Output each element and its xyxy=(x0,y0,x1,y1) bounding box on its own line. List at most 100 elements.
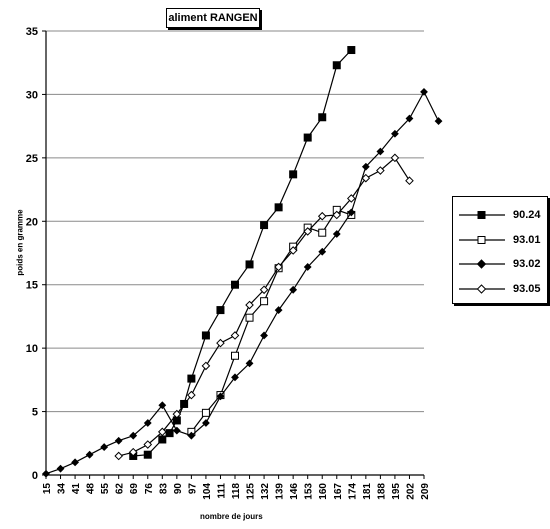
y-tick-label: 0 xyxy=(32,470,38,482)
legend-item-3: 93.05 xyxy=(459,277,547,302)
data-point xyxy=(231,373,239,382)
data-point xyxy=(347,208,356,217)
data-point xyxy=(260,331,268,340)
x-tick-label: 111 xyxy=(216,483,227,499)
data-point xyxy=(42,469,50,478)
x-tick-label: 15 xyxy=(42,483,53,495)
data-point xyxy=(201,361,211,371)
data-point xyxy=(158,435,167,444)
data-point xyxy=(129,431,138,440)
y-tick-label: 35 xyxy=(26,26,38,38)
x-tick-label: 174 xyxy=(347,483,358,500)
data-point xyxy=(260,297,269,306)
x-tick-label: 62 xyxy=(115,483,126,495)
data-point xyxy=(158,401,167,410)
data-point xyxy=(245,359,254,368)
y-tick-label: 15 xyxy=(26,280,38,292)
data-point xyxy=(187,431,196,440)
data-point xyxy=(405,114,414,123)
data-point xyxy=(274,203,283,212)
data-point xyxy=(361,162,370,171)
data-point xyxy=(361,173,371,183)
data-point xyxy=(187,374,196,383)
y-tick-label: 30 xyxy=(26,89,38,101)
data-point xyxy=(318,228,327,237)
data-point xyxy=(231,351,239,360)
x-tick-label: 83 xyxy=(158,483,169,495)
data-point xyxy=(71,458,79,467)
series-93.02 xyxy=(42,87,443,478)
data-point xyxy=(165,429,174,438)
series-93.01 xyxy=(187,205,356,436)
legend-label-1: 93.01 xyxy=(513,233,541,246)
series-line xyxy=(45,90,440,475)
legend-item-1: 93.01 xyxy=(459,228,547,253)
series-layer xyxy=(42,46,443,478)
data-point xyxy=(288,246,298,255)
legend-swatch-filled-square-icon xyxy=(459,211,505,220)
data-point xyxy=(172,426,181,435)
legend-label-3: 93.05 xyxy=(513,282,541,295)
data-point xyxy=(216,338,225,348)
data-point xyxy=(391,129,399,138)
data-point xyxy=(143,419,152,427)
x-tick-label: 153 xyxy=(304,483,315,500)
legend-item-0: 90.24 xyxy=(459,203,547,228)
data-point xyxy=(85,450,94,459)
x-tick-label: 195 xyxy=(391,483,402,500)
y-tick-label: 10 xyxy=(26,343,38,355)
data-point xyxy=(420,87,428,96)
data-point xyxy=(114,436,123,445)
data-point xyxy=(245,260,254,269)
x-tick-label: 146 xyxy=(289,483,300,500)
x-tick-label: 97 xyxy=(187,483,198,495)
legend-label-0: 90.24 xyxy=(513,209,541,222)
y-tick-label: 5 xyxy=(32,407,38,419)
data-point xyxy=(56,464,65,473)
series-line xyxy=(133,49,352,457)
x-tick-label: 118 xyxy=(231,483,242,500)
data-point xyxy=(332,61,341,70)
data-point xyxy=(390,153,400,163)
x-tick-label: 48 xyxy=(86,483,97,495)
data-point xyxy=(303,227,312,236)
legend: 90.24 93.01 93.02 93.05 xyxy=(452,196,548,304)
data-point xyxy=(100,443,109,451)
data-point xyxy=(216,392,225,401)
data-point xyxy=(376,147,385,156)
data-point xyxy=(187,390,196,400)
data-point xyxy=(376,166,385,175)
data-point xyxy=(143,440,153,449)
x-tick-label: 139 xyxy=(275,483,286,500)
data-point xyxy=(318,113,327,122)
data-point xyxy=(289,170,298,179)
data-point xyxy=(202,419,210,427)
x-tick-label: 55 xyxy=(100,483,111,495)
data-point xyxy=(172,409,182,419)
x-axis-title: nombre de jours xyxy=(200,512,263,521)
x-tick-label: 160 xyxy=(318,483,329,500)
x-tick-label: 188 xyxy=(376,483,387,500)
data-point xyxy=(114,451,123,461)
data-point xyxy=(231,280,239,289)
data-point xyxy=(245,313,254,322)
data-point xyxy=(347,46,356,55)
axes xyxy=(42,30,425,479)
x-tick-label: 202 xyxy=(405,483,416,500)
data-point xyxy=(332,210,342,220)
legend-item-2: 93.02 xyxy=(459,252,547,277)
x-tick-label: 69 xyxy=(129,483,140,495)
legend-swatch-open-square-icon xyxy=(459,235,505,244)
data-point xyxy=(274,306,283,314)
x-tick-label: 167 xyxy=(333,483,344,500)
y-tick-label: 25 xyxy=(26,153,38,165)
data-point xyxy=(289,285,298,294)
data-point xyxy=(405,176,414,185)
data-point xyxy=(230,331,240,340)
x-tick-label: 132 xyxy=(260,483,271,500)
data-point xyxy=(143,450,152,459)
y-tick-labels: 0 5 10 15 20 25 30 35 xyxy=(26,26,38,482)
chart-title: aliment RANGEN xyxy=(166,8,260,28)
data-point xyxy=(332,230,341,238)
